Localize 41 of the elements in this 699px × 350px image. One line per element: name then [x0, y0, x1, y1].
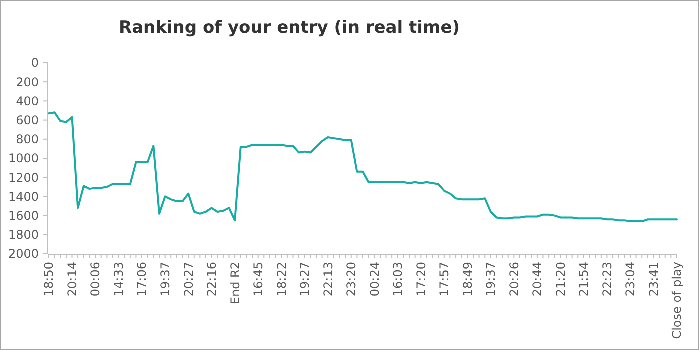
x-tick-label: 16:03 — [391, 262, 406, 297]
y-tick-label: 0 — [31, 56, 39, 70]
x-tick-label: 20:27 — [182, 262, 196, 297]
y-tick-label: 1600 — [8, 209, 39, 223]
x-tick-label: 22:16 — [205, 262, 220, 297]
x-tick-label: 20:26 — [507, 262, 522, 297]
x-tick-label: 00:06 — [88, 262, 103, 297]
x-tick-label: 22:23 — [600, 262, 614, 297]
x-tick-label: 23:41 — [646, 262, 661, 297]
x-tick-label: 23:04 — [624, 262, 638, 297]
x-tick-label: 14:33 — [112, 262, 126, 297]
x-tick-label: 18:49 — [460, 262, 475, 297]
x-tick-label: 23:20 — [344, 262, 359, 297]
y-tick-label: 2000 — [8, 247, 39, 262]
chart-title: Ranking of your entry (in real time) — [118, 18, 460, 38]
x-tick-label: 19:37 — [158, 262, 172, 297]
y-tick-label: 1200 — [8, 170, 39, 185]
x-tick-label: 21:54 — [577, 262, 592, 297]
y-tick-label: 800 — [16, 132, 39, 147]
x-tick-label: 21:20 — [554, 262, 568, 297]
x-tick-label: 19:37 — [484, 262, 498, 297]
x-tick-label: 22:13 — [321, 262, 336, 297]
x-tick-label: 16:45 — [252, 262, 266, 297]
x-tick-label: End R2 — [228, 262, 242, 305]
x-tick-label: 17:57 — [438, 262, 452, 297]
y-tick-label: 600 — [16, 114, 39, 128]
y-tick-label: 400 — [16, 94, 39, 108]
x-tick-label: 17:06 — [135, 262, 150, 297]
y-tick-label: 1400 — [8, 190, 39, 204]
x-tick-label: 20:44 — [530, 262, 545, 297]
x-tick-label: 19:27 — [298, 262, 312, 297]
y-tick-label: 200 — [16, 75, 39, 90]
x-tick-label: 00:24 — [368, 262, 382, 297]
x-tick-label: 18:50 — [42, 262, 56, 297]
x-tick-label: 20:14 — [65, 262, 80, 297]
y-tick-label: 1000 — [8, 152, 39, 166]
x-tick-label: 18:22 — [274, 262, 289, 297]
line-series — [48, 112, 678, 223]
x-tick-label: 17:20 — [414, 262, 428, 297]
y-tick-label: 1800 — [8, 228, 39, 242]
x-tick-label: Close of play — [670, 262, 684, 340]
